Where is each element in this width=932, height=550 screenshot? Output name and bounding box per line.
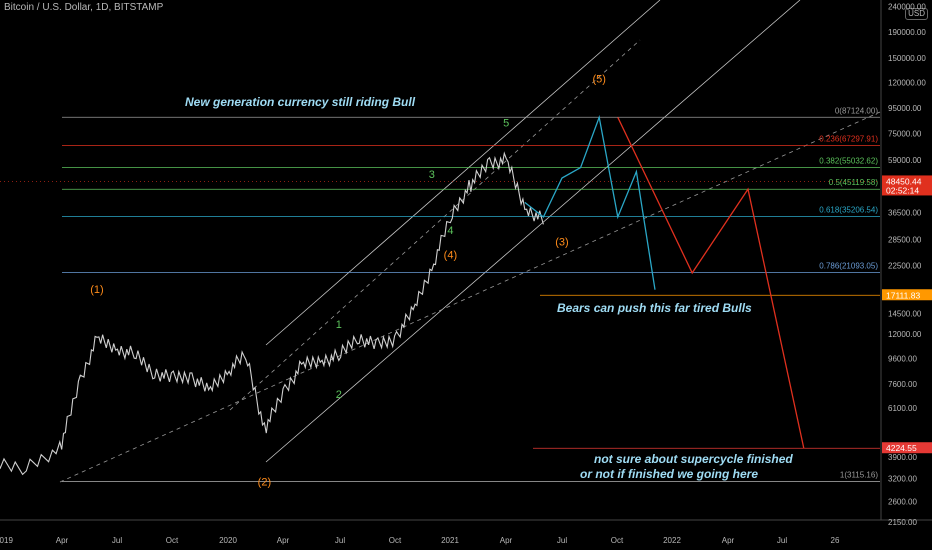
x-tick-label: 2021 bbox=[441, 536, 459, 545]
wave-label: 4 bbox=[447, 225, 453, 237]
projection-paths bbox=[525, 117, 804, 448]
y-tick-label: 3200.00 bbox=[888, 475, 917, 484]
annotation-text: New generation currency still riding Bul… bbox=[185, 95, 416, 109]
y-tick-label: 22500.00 bbox=[888, 261, 922, 270]
x-tick-label: Apr bbox=[722, 536, 735, 545]
x-tick-label: 2019 bbox=[0, 536, 13, 545]
annotation-text: Bears can push this far tired Bulls bbox=[557, 301, 752, 315]
price-chart[interactable]: 0(87124.00) 0.236(67297.91) 0.382(55032.62… bbox=[0, 0, 932, 550]
fib-label: 1(3115.16) bbox=[840, 471, 878, 480]
fib-label: 0.5(45119.58) bbox=[829, 178, 879, 187]
y-tick-label: 240000.00 bbox=[888, 2, 926, 11]
x-tick-label: Oct bbox=[389, 536, 402, 545]
fib-levels: 0(87124.00) 0.236(67297.91) 0.382(55032.62… bbox=[0, 106, 880, 481]
wave-label: 3 bbox=[429, 169, 435, 181]
y-tick-label: 2600.00 bbox=[888, 497, 917, 506]
wave-labels: (1) (2) (3) (4) (5) 1 2 3 4 5 bbox=[90, 73, 606, 488]
x-tick-label: 26 bbox=[831, 536, 840, 545]
fib-label: 0.382(55032.62) bbox=[819, 157, 878, 166]
y-tick-label: 9600.00 bbox=[888, 354, 917, 363]
wave-label: (3) bbox=[555, 236, 568, 248]
x-tick-label: Jul bbox=[557, 536, 567, 545]
y-tick-label: 150000.00 bbox=[888, 54, 926, 63]
fib-label: 0.236(67297.91) bbox=[819, 135, 878, 144]
wave-label: 2 bbox=[336, 389, 342, 401]
x-tick-label: Apr bbox=[500, 536, 513, 545]
annotation-text: or not if finished we going here bbox=[580, 467, 758, 481]
wave-label: (2) bbox=[258, 477, 271, 489]
x-tick-label: Jul bbox=[335, 536, 345, 545]
annotation-text: not sure about supercycle finished bbox=[594, 452, 793, 466]
y-tick-label: 6100.00 bbox=[888, 404, 917, 413]
wave-label: (5) bbox=[592, 73, 605, 85]
price-line bbox=[0, 153, 543, 474]
price-badge-label: 17111.83 bbox=[886, 290, 920, 300]
y-tick-label: 190000.00 bbox=[888, 28, 926, 37]
fib-label: 0.618(35206.54) bbox=[819, 205, 878, 214]
y-tick-label: 36500.00 bbox=[888, 208, 922, 217]
fib-label: 0.786(21093.05) bbox=[819, 261, 878, 270]
x-tick-label: Oct bbox=[166, 536, 179, 545]
fib-label: 0(87124.00) bbox=[835, 106, 878, 115]
x-tick-label: 2022 bbox=[663, 536, 681, 545]
y-tick-label: 3900.00 bbox=[888, 453, 917, 462]
y-tick-label: 59000.00 bbox=[888, 156, 922, 165]
wave-label: (4) bbox=[444, 249, 457, 261]
y-tick-label: 95000.00 bbox=[888, 104, 922, 113]
wave-label: 5 bbox=[503, 118, 509, 130]
wave-label: 1 bbox=[336, 319, 342, 331]
y-tick-label: 7600.00 bbox=[888, 380, 917, 389]
x-tick-label: Jul bbox=[112, 536, 122, 545]
channel-lines bbox=[60, 0, 880, 482]
x-tick-label: Apr bbox=[277, 536, 290, 545]
price-badge-label: 4224.55 bbox=[886, 443, 917, 453]
y-tick-label: 75000.00 bbox=[888, 130, 922, 139]
price-series bbox=[0, 153, 543, 474]
x-tick-label: Apr bbox=[56, 536, 69, 545]
wave-label: (1) bbox=[90, 284, 103, 296]
annotations: New generation currency still riding Bul… bbox=[185, 95, 793, 481]
y-tick-label: 12000.00 bbox=[888, 330, 922, 339]
price-badge-timer: 02:52:14 bbox=[886, 185, 919, 195]
x-tick-label: Jul bbox=[777, 536, 787, 545]
y-tick-label: 2150.00 bbox=[888, 518, 917, 527]
y-tick-label: 120000.00 bbox=[888, 78, 926, 87]
projection-red-path bbox=[618, 117, 804, 448]
y-tick-label: 28500.00 bbox=[888, 235, 922, 244]
x-tick-label: 2020 bbox=[219, 536, 237, 545]
x-tick-label: Oct bbox=[611, 536, 624, 545]
y-tick-label: 14500.00 bbox=[888, 309, 922, 318]
